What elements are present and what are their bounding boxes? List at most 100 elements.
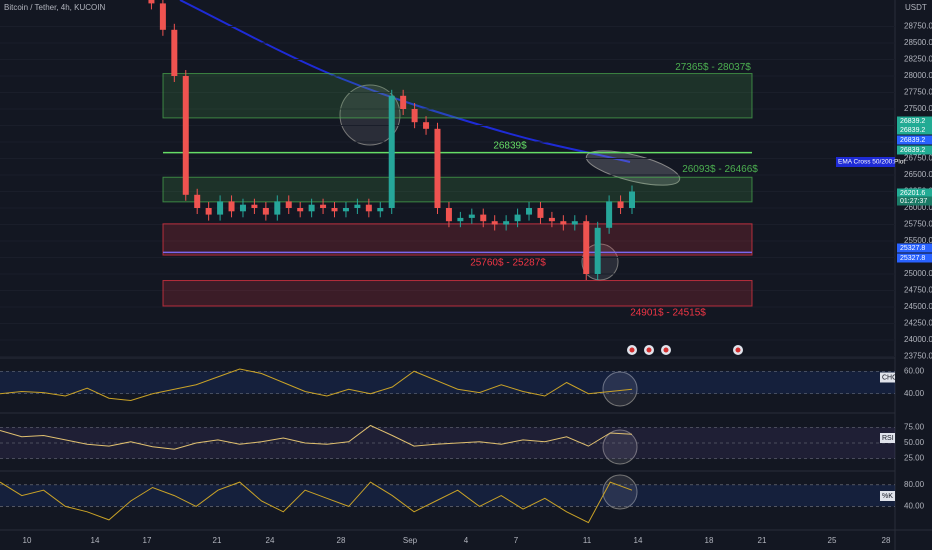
indicator-line <box>0 424 633 450</box>
candle <box>239 204 246 212</box>
zone-label: 27365$ - 28037$ <box>675 62 751 73</box>
price-tag <box>897 253 932 263</box>
candle <box>514 214 521 222</box>
price-tick-label: 25500.0 <box>904 236 932 245</box>
price-tag <box>897 135 932 145</box>
candle <box>182 76 189 195</box>
highlight-circle <box>602 371 638 407</box>
time-tick-label: 4 <box>464 536 469 545</box>
zone <box>162 176 753 203</box>
candle <box>503 221 510 225</box>
price-tick-label: 25750.0 <box>904 220 932 229</box>
indicator-line <box>0 368 633 402</box>
candle <box>548 217 555 222</box>
price-tick-label: 23750.0 <box>904 352 932 361</box>
price-tag-label: 25327.8 <box>900 245 925 252</box>
candle <box>342 208 349 212</box>
candle <box>388 95 395 208</box>
indicator-line <box>0 481 633 524</box>
candle <box>171 29 178 76</box>
price-tick-label: 24750.0 <box>904 286 932 295</box>
candle <box>457 217 464 222</box>
indicator-tick-label: 60.00 <box>904 366 925 375</box>
candle <box>445 208 452 222</box>
candle <box>526 208 533 215</box>
chart-title: Bitcoin / Tether, 4h, KUCOIN <box>4 3 105 12</box>
time-tick-label: 11 <box>583 536 592 545</box>
candle <box>560 221 567 225</box>
candle <box>583 221 590 274</box>
candle <box>617 201 624 208</box>
highlight-circle <box>339 84 401 146</box>
time-tick-label: Sep <box>403 536 418 545</box>
candle <box>377 208 384 212</box>
candle <box>159 3 166 30</box>
candle <box>480 214 487 222</box>
candle <box>434 128 441 208</box>
indicator-tick-label: 50.00 <box>904 438 925 447</box>
price-tag <box>897 188 932 198</box>
price-tag <box>897 116 932 126</box>
indicator-tag <box>880 433 895 443</box>
candle <box>594 227 601 274</box>
time-tick-label: 28 <box>882 536 891 545</box>
candle <box>537 208 544 218</box>
event-icons <box>627 345 743 355</box>
highlight-circle <box>602 474 638 510</box>
price-tag <box>897 196 932 206</box>
price-tag <box>897 145 932 155</box>
candle <box>629 191 635 208</box>
indicator-tick-label: 25.00 <box>904 454 925 463</box>
time-tick-label: 21 <box>213 536 222 545</box>
candle <box>274 201 281 215</box>
price-tag-label: 26839.2 <box>900 137 925 144</box>
indicator-name: RSI <box>882 435 894 442</box>
price-tick-label: 24500.0 <box>904 302 932 311</box>
indicator-tick-label: 80.00 <box>904 480 925 489</box>
time-tick-label: 10 <box>23 536 32 545</box>
price-tag-label: 26839.2 <box>900 147 925 154</box>
indicator-tag <box>880 372 895 383</box>
price-tick-label: 26000.0 <box>904 203 932 212</box>
zone <box>162 280 753 307</box>
indicator-tick-label: 40.00 <box>904 502 925 511</box>
highlight-circle <box>602 429 638 465</box>
candle <box>308 204 315 212</box>
highlight-ellipse <box>585 150 681 186</box>
candle <box>423 122 430 129</box>
zone-label: 26093$ - 26466$ <box>682 164 758 175</box>
price-tick-label: 28000.0 <box>904 71 932 80</box>
indicator-band <box>0 371 895 394</box>
time-tick-label: 14 <box>634 536 643 545</box>
time-tick-label: 14 <box>91 536 100 545</box>
time-tick-label: 17 <box>143 536 152 545</box>
price-tag <box>897 125 932 135</box>
candle <box>297 208 304 212</box>
candle <box>320 204 327 208</box>
zone <box>162 73 753 119</box>
indicator-name: CHOP <box>882 374 903 381</box>
price-tick-label: 28500.0 <box>904 38 932 47</box>
candle <box>205 208 212 215</box>
indicator-name: %K <box>882 493 893 500</box>
candle <box>251 204 258 208</box>
candle <box>468 214 475 218</box>
candle <box>491 221 498 225</box>
candle <box>285 201 292 208</box>
price-tag <box>897 243 932 253</box>
price-tag-label: 01:27:37 <box>900 198 927 205</box>
candle <box>148 0 155 4</box>
price-tick-label: 24000.0 <box>904 335 932 344</box>
time-tick-label: 21 <box>758 536 767 545</box>
indicator-tick-label: 75.00 <box>904 422 925 431</box>
price-tick-label: 27750.0 <box>904 88 932 97</box>
price-tag-label: 26839.2 <box>900 127 925 134</box>
candle <box>365 204 372 212</box>
candle <box>228 201 235 212</box>
time-tick-label: 28 <box>337 536 346 545</box>
price-tag-label: 25327.8 <box>900 255 925 262</box>
candle <box>571 221 578 225</box>
indicator-tag <box>880 491 895 501</box>
candle <box>217 201 224 215</box>
